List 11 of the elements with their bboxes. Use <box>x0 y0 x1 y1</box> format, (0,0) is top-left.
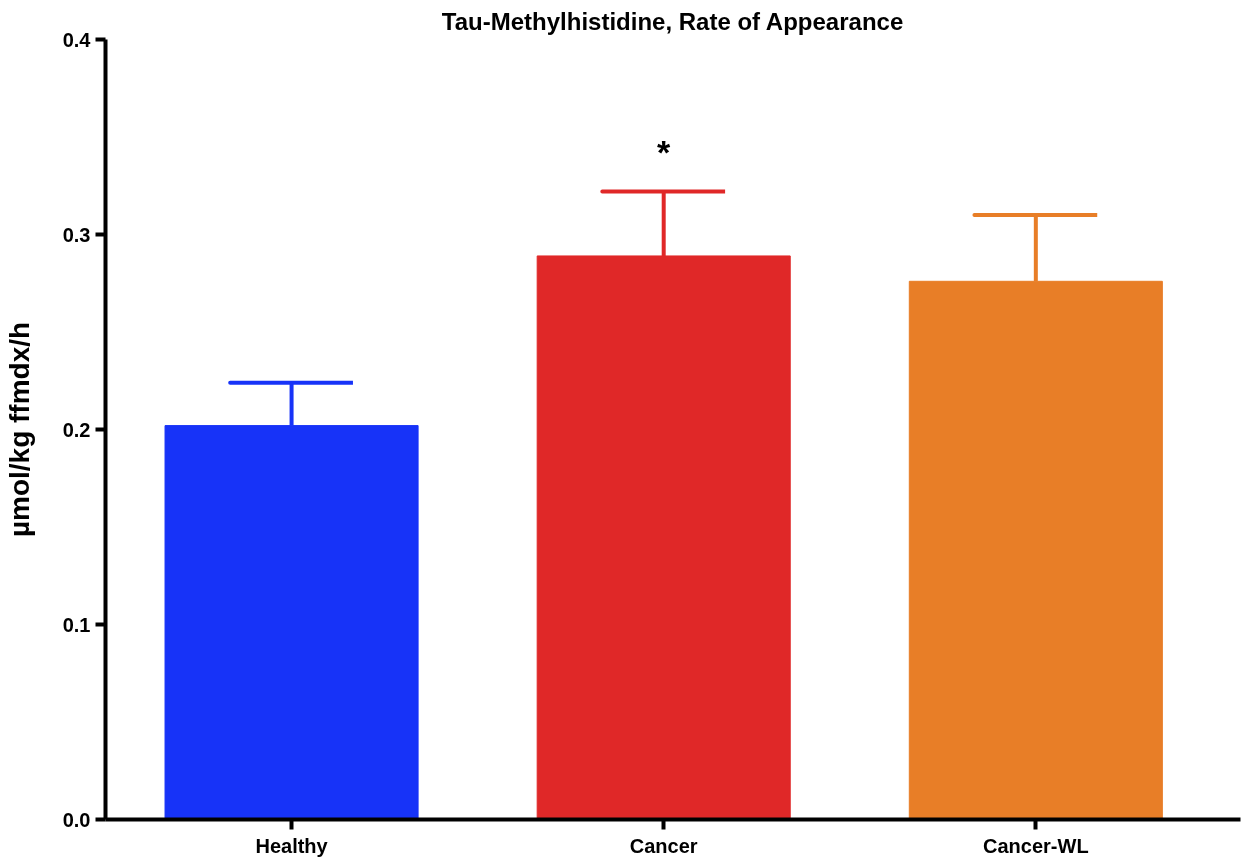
y-tick-label: 0.2 <box>62 418 91 441</box>
y-axis-title: µmol/kg ffmdx/h <box>3 321 35 538</box>
y-tick-label: 0.1 <box>62 613 91 636</box>
x-tick-label: Cancer-WL <box>983 834 1089 857</box>
annotation: * <box>657 132 672 171</box>
chart-title: Tau-Methylhistidine, Rate of Appearance <box>441 7 904 35</box>
x-tick-label: Healthy <box>255 834 329 857</box>
y-tick-label: 0.0 <box>62 808 91 831</box>
x-tick-label: Cancer <box>629 834 698 857</box>
y-tick-label: 0.4 <box>62 28 92 51</box>
y-tick-label: 0.3 <box>62 223 91 246</box>
